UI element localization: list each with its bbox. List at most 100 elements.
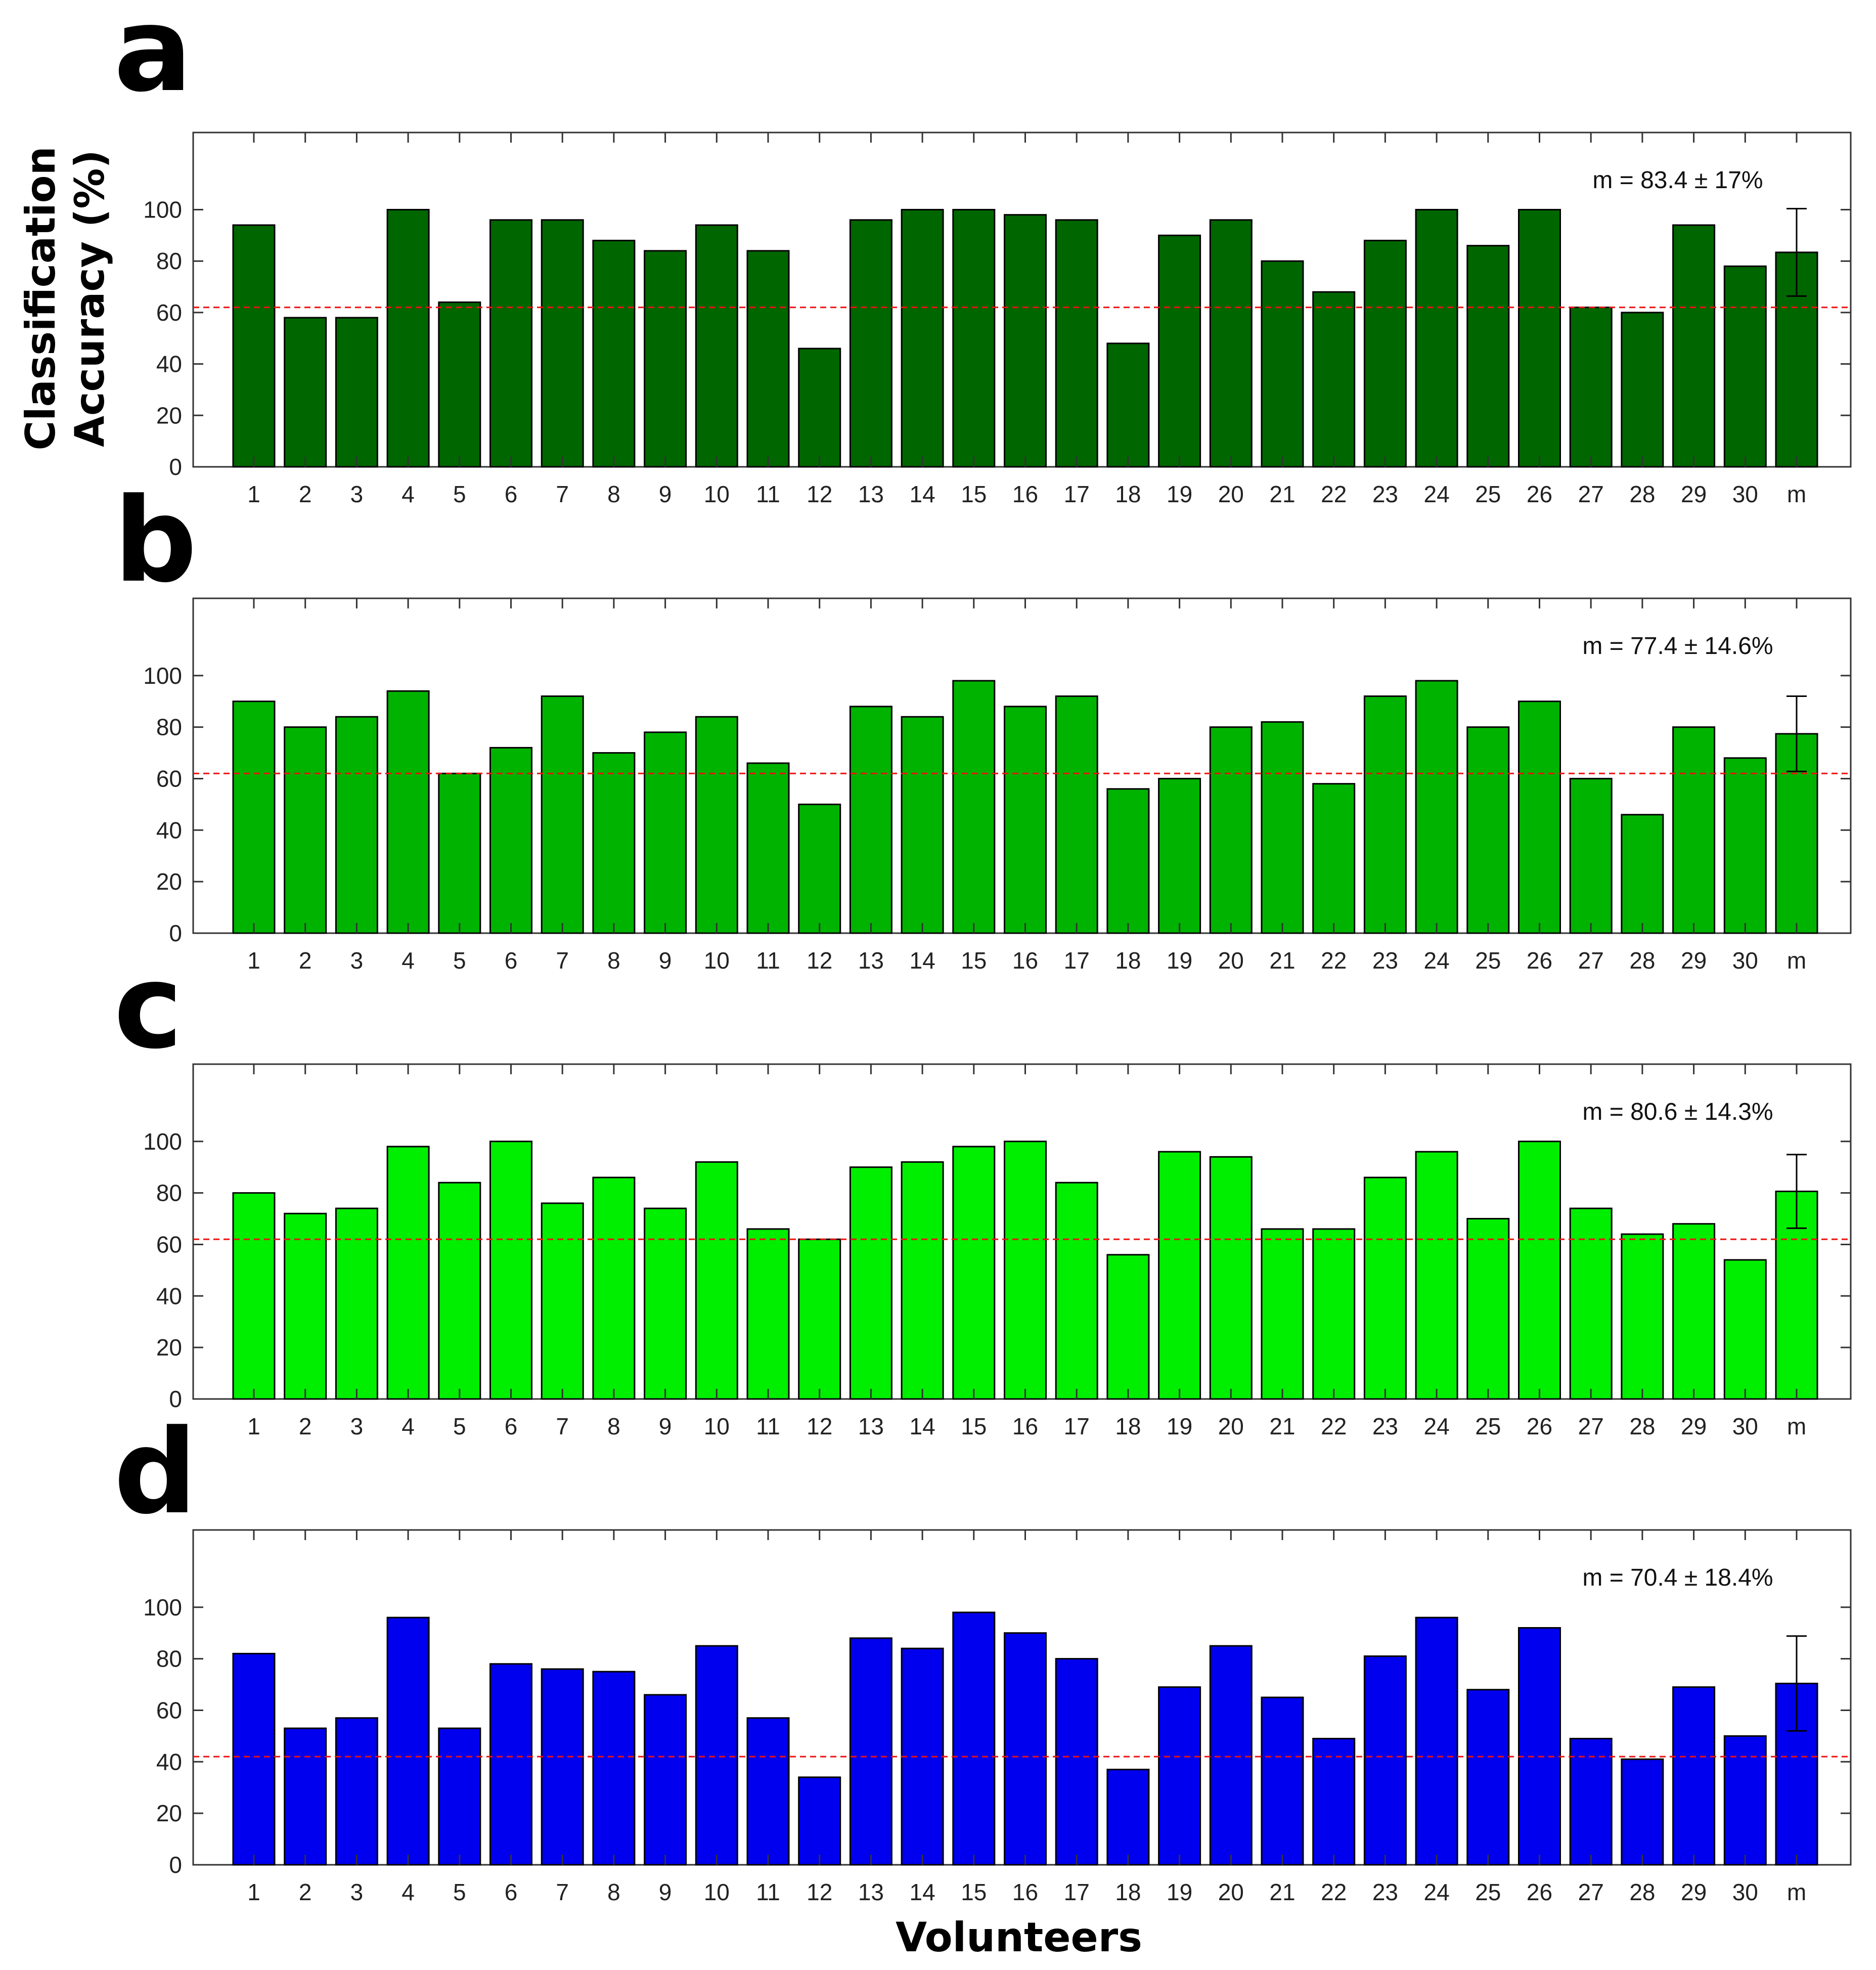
x-tick-label: 5	[453, 1879, 466, 1905]
bar	[1106, 788, 1150, 934]
x-tick-label: 11	[756, 1413, 780, 1439]
bar	[335, 1717, 378, 1866]
mean-annotation: m = 80.6 ± 14.3%	[1582, 1099, 1773, 1125]
y-tick-label: 100	[143, 197, 182, 223]
x-tick-label: 10	[704, 481, 730, 507]
x-tick-label: 8	[607, 481, 620, 507]
x-tick-label: m	[1787, 1879, 1806, 1905]
x-tick-label: 4	[401, 481, 415, 507]
x-tick-label: 1	[247, 1413, 260, 1439]
x-tick-label: 21	[1269, 1879, 1295, 1905]
bar	[1621, 1758, 1664, 1866]
bar	[1261, 260, 1304, 468]
x-tick-label: 20	[1218, 481, 1244, 507]
x-tick-label: 29	[1681, 947, 1707, 974]
bar	[592, 240, 636, 468]
bar	[695, 716, 738, 934]
x-tick-label: 3	[350, 1879, 364, 1905]
bar	[1261, 721, 1304, 934]
x-tick-label: 2	[299, 481, 312, 507]
panel-letter: a	[114, 0, 192, 118]
x-tick-label: 3	[350, 481, 364, 507]
bar	[1004, 1632, 1047, 1866]
x-tick-label: 17	[1064, 481, 1090, 507]
x-tick-label: 11	[756, 481, 780, 507]
y-tick-label: 100	[143, 663, 182, 689]
y-tick-label: 0	[169, 1852, 182, 1878]
x-tick-label: 19	[1167, 947, 1192, 974]
bar	[1106, 1769, 1150, 1866]
x-tick-label: 21	[1269, 481, 1295, 507]
x-tick-label: 9	[659, 947, 672, 974]
bar	[849, 706, 892, 934]
x-tick-label: 15	[961, 947, 987, 974]
mean-annotation: m = 77.4 ± 14.6%	[1582, 633, 1773, 660]
y-tick-label: 40	[156, 351, 182, 377]
bar	[952, 680, 996, 934]
bar	[386, 209, 430, 468]
bar	[386, 1616, 430, 1866]
y-tick-label: 40	[156, 817, 182, 843]
x-tick-label: 25	[1475, 947, 1501, 974]
x-tick-label: 12	[807, 481, 832, 507]
bar	[1312, 1228, 1356, 1400]
x-tick-label: 6	[505, 1413, 518, 1439]
bar	[541, 219, 584, 468]
bar	[1518, 1627, 1561, 1866]
x-tick-label: 2	[299, 1879, 312, 1905]
x-tick-label: m	[1787, 947, 1806, 974]
x-tick-label: 30	[1732, 1413, 1758, 1439]
bar	[232, 1192, 276, 1400]
y-tick-label: 20	[156, 402, 182, 428]
x-tick-label: 27	[1578, 1879, 1604, 1905]
x-tick-label: 18	[1115, 481, 1141, 507]
panel-letter: d	[114, 1405, 197, 1540]
x-tick-label: 7	[556, 1879, 569, 1905]
y-tick-label: 60	[156, 1697, 182, 1723]
bar	[1158, 1686, 1201, 1866]
bar	[232, 224, 276, 468]
x-tick-label: 9	[659, 481, 672, 507]
x-tick-label: 13	[858, 947, 884, 974]
x-tick-label: 30	[1732, 481, 1758, 507]
x-tick-label: 10	[704, 947, 730, 974]
bar	[284, 1212, 327, 1400]
x-tick-label: 2	[299, 1413, 312, 1439]
x-tick-label: 20	[1218, 947, 1244, 974]
bar	[1106, 342, 1150, 468]
bar	[695, 1161, 738, 1400]
x-tick-label: 29	[1681, 1879, 1707, 1905]
bar	[541, 1668, 584, 1866]
x-tick-label: 20	[1218, 1879, 1244, 1905]
x-tick-label: 25	[1475, 481, 1501, 507]
x-tick-label: 7	[556, 481, 569, 507]
bar	[1004, 1141, 1047, 1400]
bar	[1518, 1141, 1561, 1400]
bar	[901, 1161, 944, 1400]
bar	[541, 1202, 584, 1400]
x-tick-label: 3	[350, 947, 364, 974]
bar	[1261, 1228, 1304, 1400]
x-tick-label: 12	[807, 1413, 832, 1439]
bar	[849, 1637, 892, 1866]
x-tick-label: 24	[1424, 947, 1450, 974]
bar	[232, 701, 276, 934]
x-tick-label: 16	[1012, 1879, 1038, 1905]
x-tick-label: 9	[659, 1879, 672, 1905]
bar	[592, 752, 636, 934]
bar	[1004, 706, 1047, 934]
x-tick-label: 5	[453, 481, 466, 507]
bar	[1466, 726, 1510, 934]
y-tick-label: 40	[156, 1748, 182, 1775]
bar	[284, 317, 327, 468]
bar	[1209, 1156, 1253, 1400]
bar	[1723, 1259, 1767, 1400]
x-tick-label: 6	[505, 1879, 518, 1905]
bar	[1004, 214, 1047, 468]
x-tick-label: 23	[1372, 1413, 1398, 1439]
bar	[746, 1717, 790, 1866]
x-tick-label: 13	[858, 1879, 884, 1905]
x-tick-label: 7	[556, 1413, 569, 1439]
bar	[1466, 1218, 1510, 1400]
x-tick-label: 14	[910, 1413, 935, 1439]
